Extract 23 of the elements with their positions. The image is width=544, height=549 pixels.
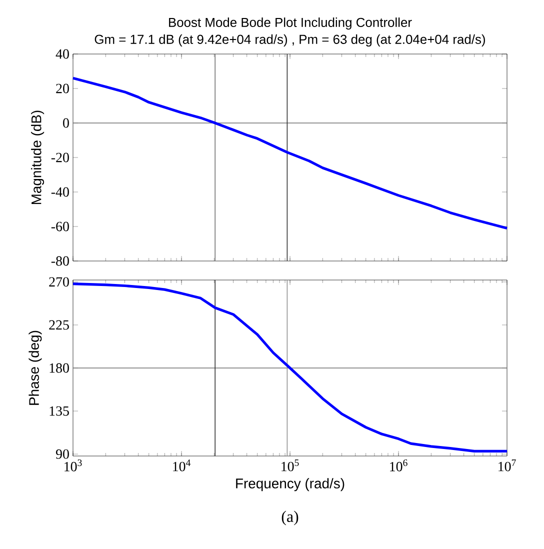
- y-tick-label: 135: [50, 406, 69, 416]
- y-tick-label: 0: [63, 118, 69, 128]
- x-tick-label: 10$^{4}$: [173, 460, 191, 472]
- y-tick-label: 180: [50, 363, 69, 373]
- x-tick-label: 10$^{6}$: [390, 460, 408, 472]
- text: (a): [282, 510, 298, 526]
- y-tick-label: 270: [49, 277, 69, 287]
- x-tick-label: 10$^{3}$: [64, 460, 82, 472]
- chart-title: Boost Mode Bode Plot Including Controller: [169, 17, 412, 30]
- y-tick-label: 90: [56, 449, 69, 459]
- x-tick-label: 10$^{7}$: [498, 460, 516, 472]
- x-axis-title: Frequency (rad/s): [236, 478, 344, 492]
- y-tick-label: 20: [56, 84, 69, 94]
- y-tick-label: -20: [51, 152, 69, 162]
- x-tick-label: 10$^{5}$: [282, 460, 299, 472]
- y-tick-label: -80: [51, 256, 69, 266]
- y-tick-label: 225: [49, 320, 69, 330]
- y-tick-label: -40: [51, 187, 69, 197]
- y-axis-title: Phase (deg): [28, 330, 42, 405]
- y-tick-label: -60: [51, 222, 69, 232]
- y-axis-title: Magnitude (dB): [31, 110, 44, 204]
- chart-subtitle: Gm = 17.1 dB (at 9.42e+04 rad/s) , Pm = 63 deg (at 2.04e+04 rad/s): [94, 34, 485, 46]
- y-tick-label: 40: [56, 49, 69, 59]
